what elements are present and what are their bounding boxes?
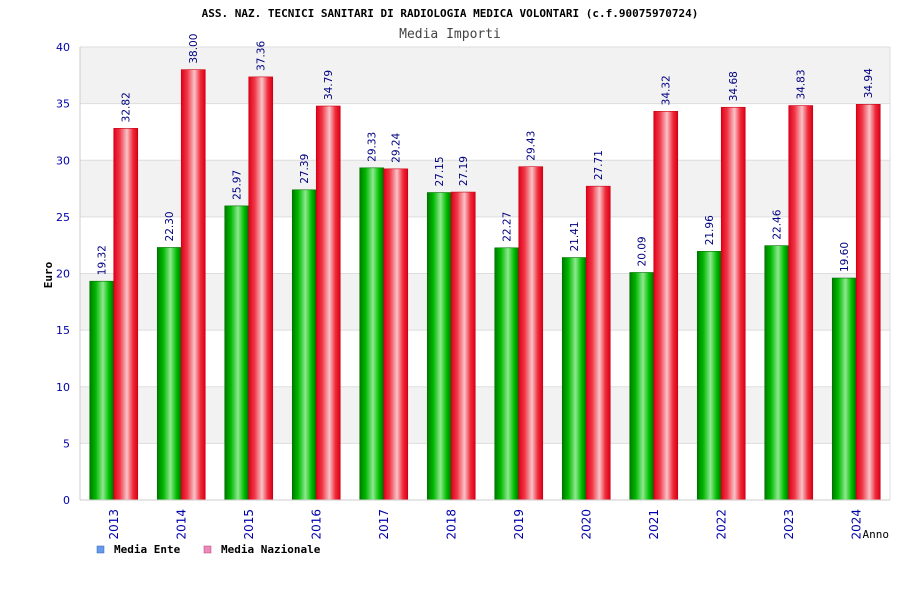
bar-value-labels: 19.32 32.82 22.30 38.00 25.97 37.36 27.39 34.79… — [97, 34, 876, 276]
bar-media-nazionale — [855, 104, 881, 501]
legend-swatch-ente — [96, 545, 105, 554]
x-tick-label: 2014 — [174, 509, 188, 540]
chart-subtitle: Media Importi — [399, 27, 501, 42]
y-axis-label: Euro — [42, 261, 55, 288]
legend-label-ente: Media Ente — [114, 543, 181, 556]
bar-value-label: 37.36 — [256, 41, 268, 71]
legend-label-nazionale: Media Nazionale — [221, 543, 321, 556]
plot-band — [80, 160, 890, 217]
bar-media-nazionale — [720, 106, 746, 501]
y-tick-label: 25 — [56, 211, 70, 224]
y-tick-label: 35 — [56, 98, 70, 111]
y-tick-label: 30 — [56, 154, 70, 167]
bar-value-label: 22.27 — [502, 212, 514, 242]
y-tick-label: 0 — [63, 494, 70, 507]
bar-value-label: 34.94 — [863, 68, 875, 98]
plot-band — [80, 47, 890, 104]
plot-band — [80, 386, 890, 444]
bar-value-label: 29.24 — [391, 132, 403, 162]
bar-media-nazionale — [585, 185, 611, 501]
bar-media-nazionale — [383, 168, 409, 501]
plot-band — [80, 443, 890, 500]
plot-band — [80, 273, 890, 331]
bar-media-nazionale — [788, 105, 814, 501]
bar-value-label: 21.96 — [704, 215, 716, 245]
bar-media-ente — [156, 247, 182, 501]
bar-value-label: 27.19 — [458, 156, 470, 186]
x-tick-label: 2015 — [242, 509, 256, 540]
y-tick-label: 40 — [56, 41, 70, 54]
bar-value-label: 29.33 — [367, 132, 379, 162]
bar-media-ente — [696, 251, 722, 501]
y-tick-label: 10 — [56, 381, 70, 394]
bar-value-label: 34.83 — [796, 69, 808, 99]
y-tick-label: 20 — [56, 268, 70, 281]
bar-value-label: 22.46 — [772, 209, 784, 239]
y-tick-label: 5 — [63, 437, 70, 450]
x-tick-label: 2013 — [107, 509, 121, 540]
bar-media-ente — [359, 167, 385, 501]
x-axis-ticks: 2013 2014 2015 2016 2017 2018 2019 2020 2021 2022… — [107, 509, 864, 540]
x-tick-label: 2022 — [714, 509, 728, 540]
bar-value-label: 20.09 — [637, 236, 649, 266]
bar-media-nazionale — [180, 69, 206, 501]
bar-value-label: 19.60 — [839, 242, 851, 272]
x-tick-label: 2023 — [782, 509, 796, 540]
bar-value-label: 34.32 — [661, 75, 673, 105]
plot-band — [80, 103, 890, 161]
x-tick-label: 2016 — [309, 509, 323, 540]
bar-media-ente — [224, 205, 250, 501]
bar-value-label: 22.30 — [164, 211, 176, 241]
bar-value-label: 29.43 — [526, 131, 538, 161]
bar-value-label: 25.97 — [232, 170, 244, 200]
bar-value-label: 32.82 — [121, 92, 133, 122]
bar-media-ente — [291, 189, 317, 501]
bar-media-nazionale — [518, 166, 544, 501]
x-tick-label: 2018 — [444, 509, 458, 540]
bar-value-label: 38.00 — [188, 34, 200, 64]
legend-swatch-nazionale — [203, 545, 212, 554]
plot-background — [80, 47, 890, 500]
x-tick-label: 2021 — [647, 509, 661, 540]
bar-value-label: 21.41 — [569, 221, 581, 251]
x-tick-label: 2024 — [849, 509, 863, 540]
x-axis-label: Anno — [863, 528, 890, 541]
bar-media-nazionale — [653, 111, 679, 501]
bar-value-label: 27.71 — [593, 150, 605, 180]
x-tick-label: 2020 — [579, 509, 593, 540]
bar-value-label: 34.68 — [728, 71, 740, 101]
bar-media-ente — [494, 247, 520, 501]
y-axis-ticks: 0 5 10 15 20 25 30 35 40 — [56, 41, 70, 507]
bar-media-nazionale — [248, 76, 274, 501]
bar-media-ente — [764, 245, 790, 501]
chart-title: ASS. NAZ. TECNICI SANITARI DI RADIOLOGIA… — [202, 7, 699, 20]
bar-media-nazionale — [315, 105, 341, 501]
x-tick-label: 2017 — [377, 509, 391, 540]
bar-media-ente — [629, 272, 655, 501]
y-tick-label: 15 — [56, 324, 70, 337]
bar-media-nazionale — [113, 128, 139, 501]
bar-value-label: 27.39 — [299, 154, 311, 184]
bar-value-label: 27.15 — [434, 156, 446, 186]
bar-value-label: 34.79 — [323, 70, 335, 100]
bar-media-ente — [831, 277, 857, 501]
plot-band — [80, 330, 890, 387]
legend: Media Ente Media Nazionale — [96, 543, 321, 556]
bar-media-ente — [89, 280, 115, 501]
plot-band — [80, 216, 890, 274]
bar-media-nazionale — [450, 191, 476, 501]
bar-value-label: 19.32 — [97, 245, 109, 275]
x-tick-label: 2019 — [512, 509, 526, 540]
bar-media-ente — [561, 257, 587, 501]
bar-media-ente — [426, 192, 452, 501]
